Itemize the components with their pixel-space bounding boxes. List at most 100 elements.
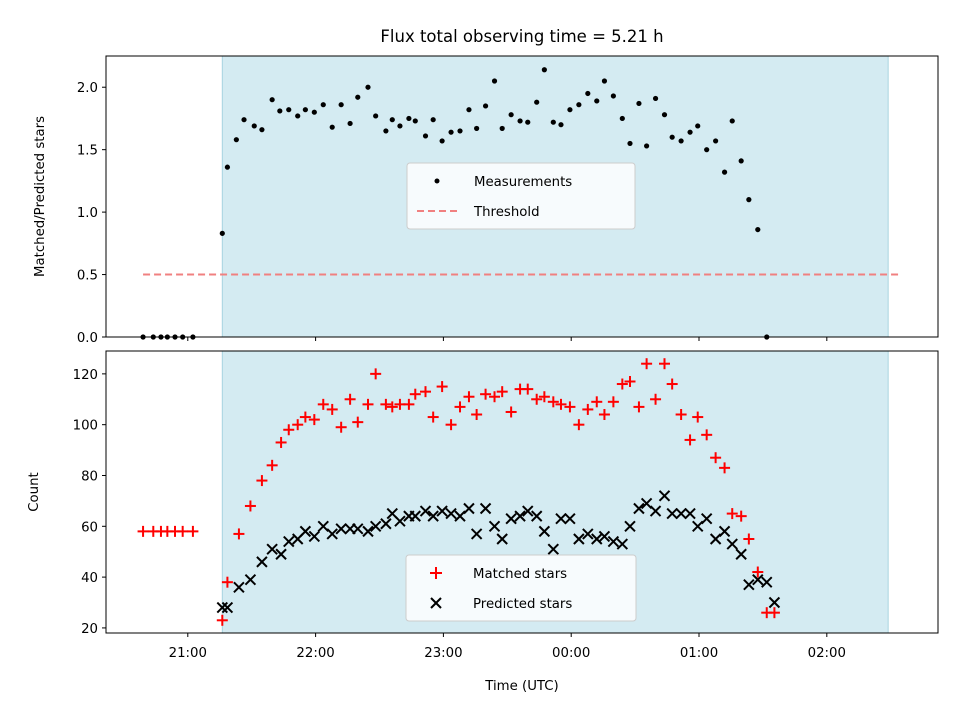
data-point [397,123,403,129]
data-point [601,78,608,84]
data-point [436,505,448,517]
data-point [610,93,616,99]
data-point [743,533,755,545]
chart-title: Flux total observing time = 5.21 h [380,27,663,46]
data-point [704,147,710,153]
data-point [283,424,295,436]
x-axis-label: Time (UTC) [484,679,559,694]
data-point [436,381,448,393]
data-point [266,543,278,555]
data-point [389,117,395,123]
data-point [491,78,498,84]
data-point [695,123,701,129]
data-point [666,507,678,520]
data-point [718,525,731,538]
data-point [445,507,457,520]
data-point [295,113,301,119]
data-point [362,398,374,410]
data-point [499,125,505,132]
data-point [616,538,629,550]
data-point [582,403,594,415]
data-point [448,129,454,135]
data-point [735,510,747,522]
data-point [719,462,731,474]
data-point [380,398,392,410]
data-point [419,505,432,517]
y-tick-label: 100 [73,419,98,434]
data-point [403,398,415,410]
data-point [627,140,633,147]
data-point [422,133,429,139]
legend-label-measurements: Measurements [474,175,572,190]
y-tick-label: 0.5 [77,269,98,284]
data-point [187,525,199,537]
data-point [633,401,645,413]
data-point [137,525,149,537]
data-point [531,393,543,405]
y-axis-count: 20 40 60 80 100 120 [73,368,106,637]
data-point [666,378,678,390]
data-point [244,500,256,512]
data-point [311,109,317,115]
data-point [684,507,696,520]
data-point [555,398,567,410]
data-point [710,452,722,464]
data-point [675,507,687,520]
panel-frame [105,55,939,338]
data-point [326,528,338,540]
legend-box [406,162,636,230]
y-tick-label: 0.0 [77,331,98,346]
data-point [768,607,780,619]
data-point [283,535,295,548]
data-point [292,419,304,431]
data-point [752,566,764,578]
data-point [308,414,320,426]
data-point [427,411,439,423]
data-point [335,421,347,433]
data-point [445,419,457,431]
data-point [530,510,543,522]
data-point [256,556,268,568]
legend-box [405,554,637,622]
data-point [275,548,287,560]
data-point [585,90,591,97]
data-point [344,393,356,405]
data-point [607,535,620,548]
data-point [687,129,693,135]
data-point [244,573,257,586]
legend-bottom: Matched stars Predicted stars [405,554,637,622]
data-point [369,520,382,533]
x-tick-label: 21:00 [169,646,207,661]
data-point [454,401,466,413]
data-point [409,510,421,522]
data-point [256,475,268,487]
data-point [726,538,738,550]
x-axis-time: 21:00 22:00 23:00 00:00 01:00 02:00 [169,633,846,661]
legend-label-matched: Matched stars [473,567,567,582]
data-point [650,393,662,405]
data-point [355,94,361,100]
data-point [582,528,594,540]
data-point [347,120,353,127]
x-tick-label: 02:00 [808,646,846,661]
data-point [525,119,531,125]
data-point [352,416,364,428]
data-point [713,138,719,144]
data-point [700,512,713,525]
data-point [684,434,696,446]
y-tick-label: 2.0 [77,81,98,96]
x-ticks-top-panel [187,337,828,341]
legend-label-threshold: Threshold [473,205,540,220]
data-point [219,230,225,236]
data-point [338,102,344,108]
y-tick-label: 1.5 [77,144,98,159]
data-point [534,99,540,105]
data-point [365,84,371,90]
data-point [505,406,517,418]
data-point [768,596,781,609]
legend-label-predicted: Predicted stars [473,597,572,612]
data-point [564,512,576,525]
data-point [735,548,747,560]
data-point [370,368,382,380]
